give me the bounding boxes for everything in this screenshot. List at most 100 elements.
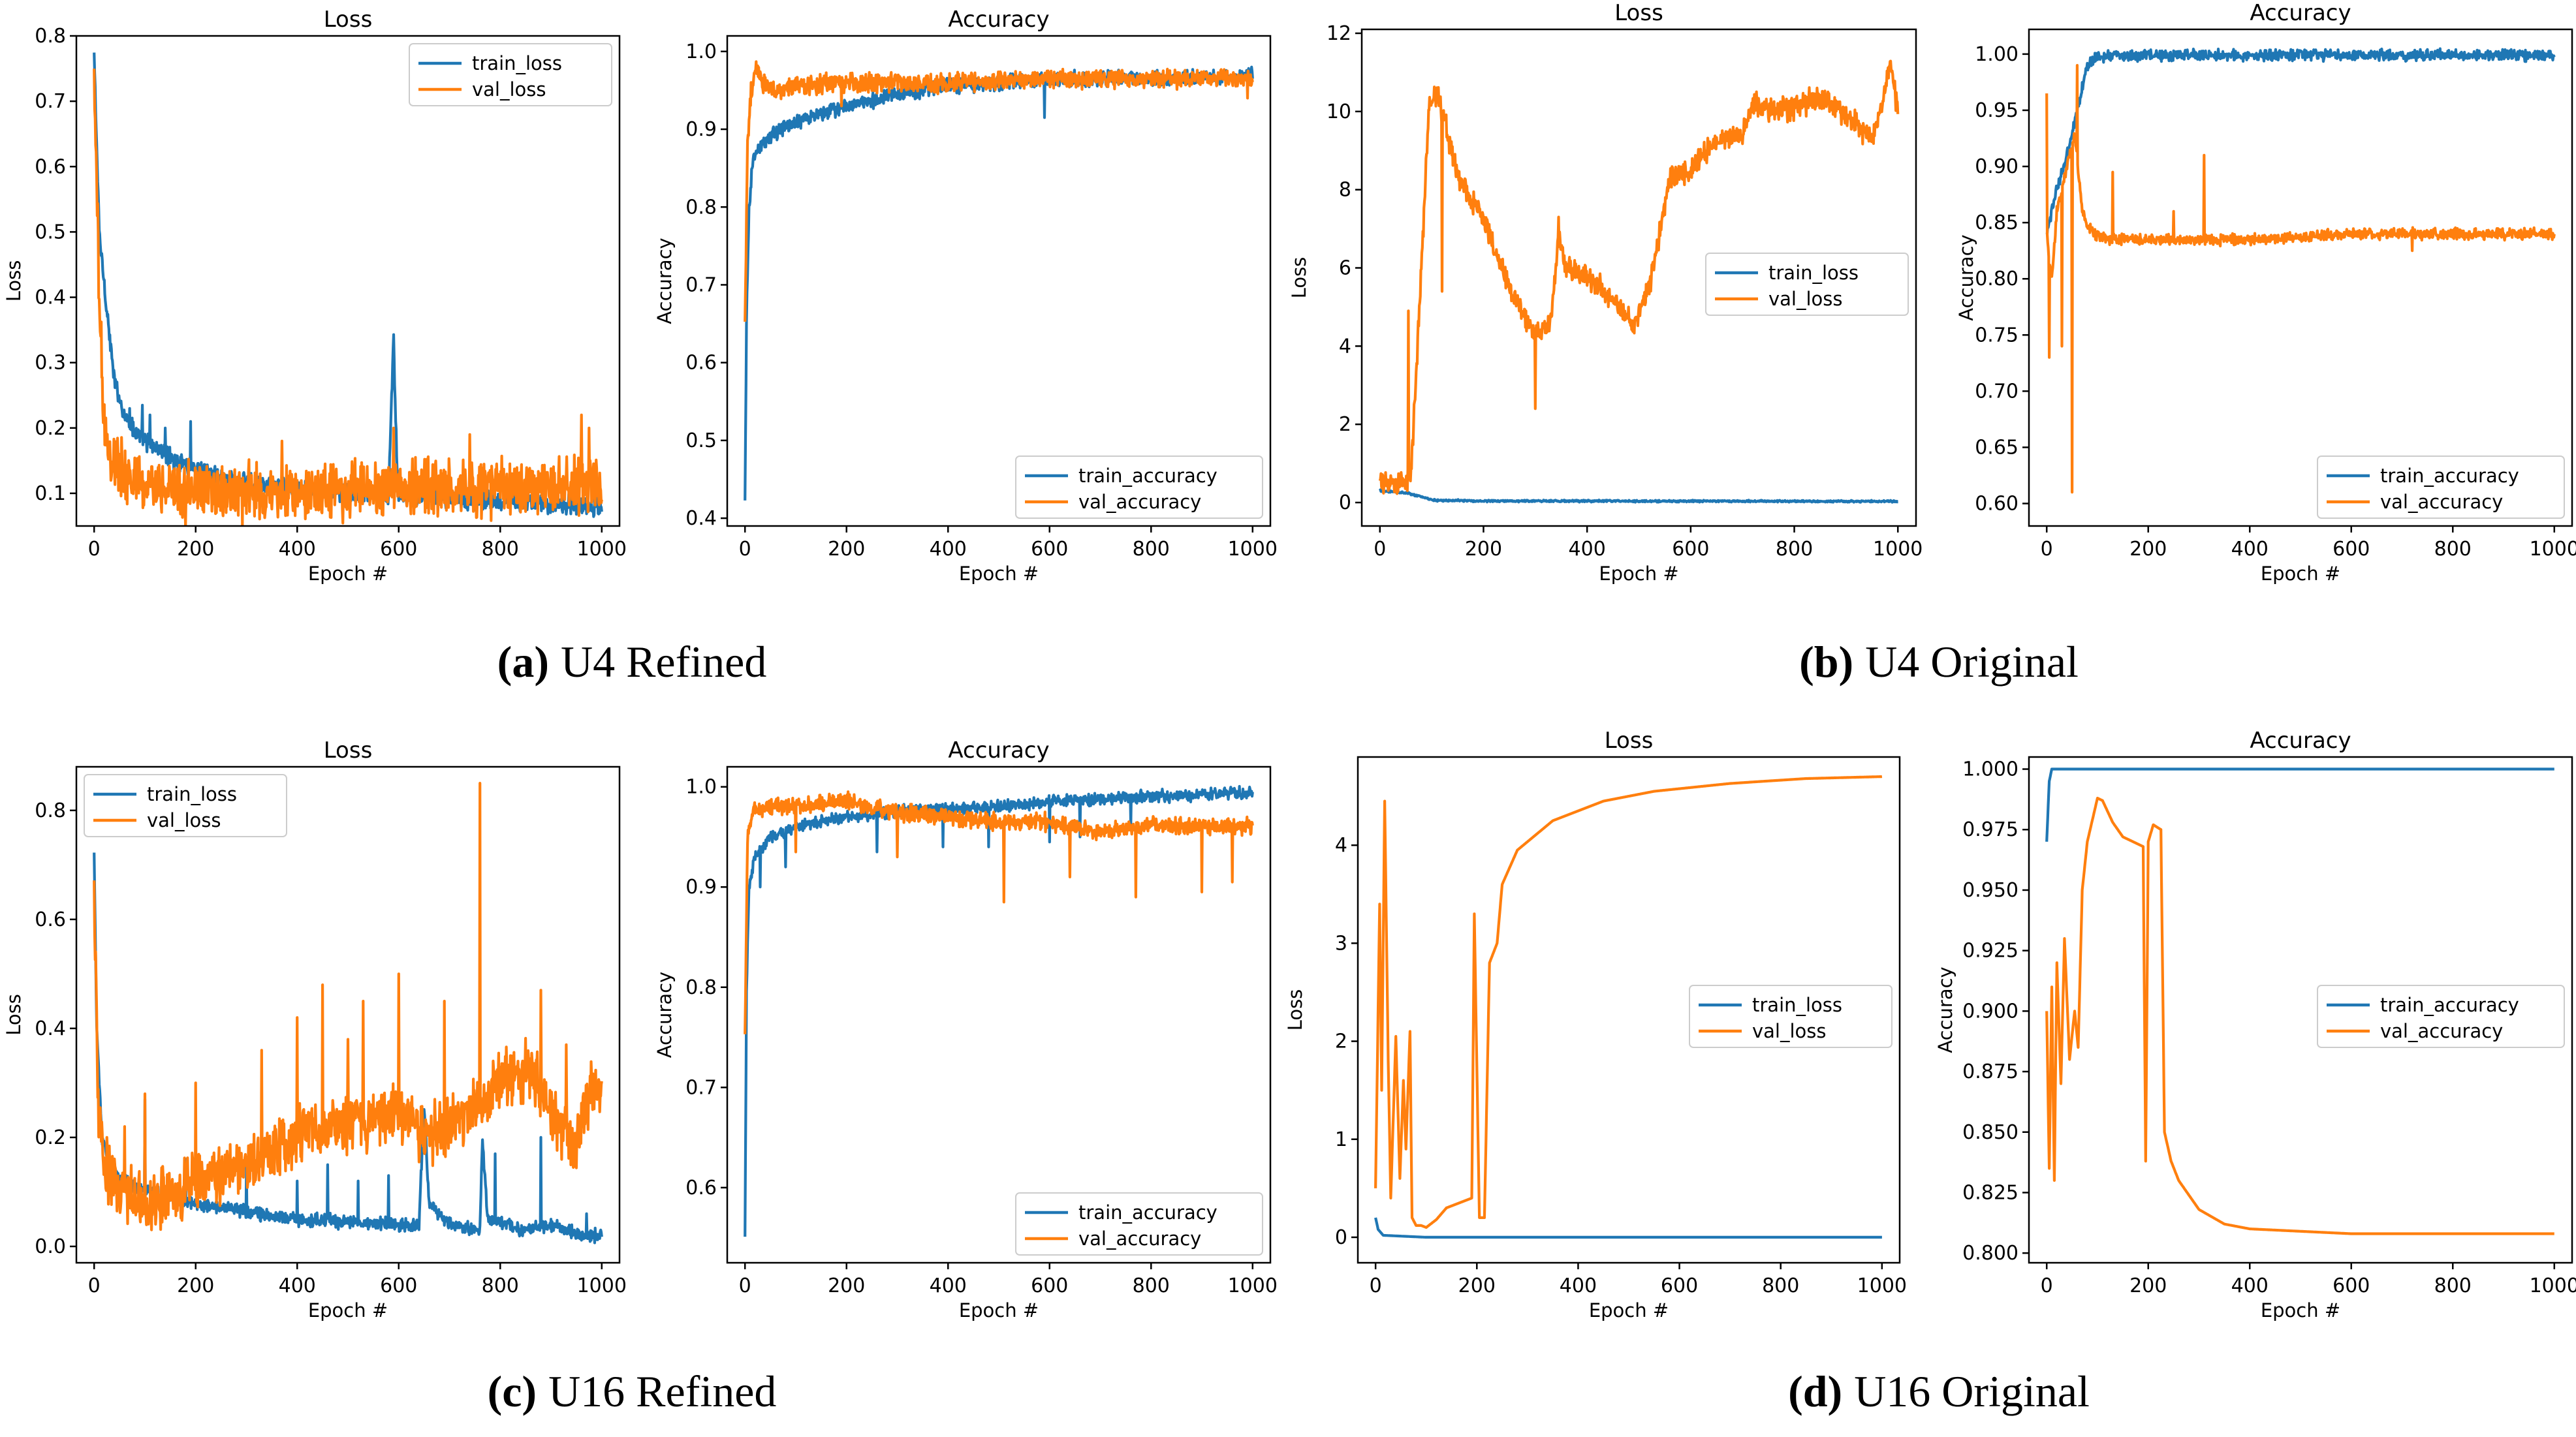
b-loss-legend-label-val-loss: val_loss <box>1768 288 1843 310</box>
b-loss-line-val-loss <box>1378 59 1900 495</box>
b-loss-ytick-label: 2 <box>1339 413 1351 436</box>
a-accuracy-ytick-label: 0.9 <box>685 118 717 141</box>
c-accuracy-xtick-label: 600 <box>1031 1275 1068 1297</box>
a-accuracy-ytick-label: 0.7 <box>685 273 717 296</box>
d-loss-ytick-label: 4 <box>1335 834 1347 857</box>
d-accuracy-ytick-label: 0.800 <box>1962 1242 2018 1265</box>
a-accuracy-ytick-label: 0.5 <box>685 429 717 452</box>
c-loss-xtick-label: 0 <box>88 1275 101 1297</box>
b-accuracy-ytick-label: 0.85 <box>1975 211 2018 234</box>
c-loss-ytick-label: 0.4 <box>35 1017 66 1040</box>
caption-b: (b) U4 Original <box>1799 637 2079 687</box>
c-loss-xtick-label: 200 <box>177 1275 214 1297</box>
c-accuracy-legend-label-val-accuracy: val_accuracy <box>1078 1228 1201 1250</box>
a-loss-ytick-label: 0.4 <box>35 286 66 309</box>
b-loss-ytick-label: 6 <box>1339 257 1351 280</box>
a-loss-ytick-label: 0.7 <box>35 90 66 113</box>
c-accuracy-ylabel: Accuracy <box>653 972 676 1058</box>
b-loss-ytick-label: 12 <box>1327 22 1351 45</box>
b-accuracy-line-val-accuracy <box>2045 64 2556 494</box>
a-accuracy-ylabel: Accuracy <box>653 238 676 324</box>
d-accuracy-ytick-label: 1.000 <box>1962 758 2018 781</box>
a-loss-xtick-label: 600 <box>380 538 417 561</box>
panel-c-accuracy: 0 200 400 600 800 1000 0.6 0.7 0.8 0.9 1.0 Accuracy… <box>653 737 1278 1321</box>
d-accuracy-line-train-accuracy <box>2045 767 2556 842</box>
c-loss-xtick-label: 1000 <box>577 1275 627 1297</box>
a-loss-ytick-label: 0.2 <box>35 417 66 440</box>
c-accuracy-xtick-label: 400 <box>930 1275 967 1297</box>
d-loss-xtick-label: 400 <box>1560 1275 1597 1297</box>
a-loss-xtick-label: 0 <box>88 538 101 561</box>
c-loss-legend-label-val-loss: val_loss <box>147 809 221 831</box>
c-loss-axes-frame <box>75 765 621 1264</box>
a-loss-ytick-label: 0.6 <box>35 155 66 178</box>
d-loss-legend: train_loss val_loss <box>1689 985 1893 1048</box>
a-loss-xtick-label: 1000 <box>577 538 627 561</box>
a-loss-ytick-label: 0.5 <box>35 221 66 243</box>
caption-a-letter: (a) <box>497 637 549 687</box>
b-loss-legend-label-train-loss: train_loss <box>1768 262 1859 284</box>
c-loss-legend-label-train-loss: train_loss <box>147 783 237 805</box>
c-accuracy-axes-frame <box>726 765 1272 1264</box>
c-accuracy-series-group <box>744 784 1254 1237</box>
a-accuracy-ytick-label: 1.0 <box>685 40 717 63</box>
d-accuracy-xtick-label: 800 <box>2434 1275 2472 1297</box>
b-loss-ytick-label: 8 <box>1339 179 1351 202</box>
a-accuracy-ytick-label: 0.8 <box>685 196 717 219</box>
d-loss-ytick-label: 3 <box>1335 932 1347 955</box>
c-loss-xtick-label: 800 <box>482 1275 519 1297</box>
a-loss-xtick-label: 200 <box>177 538 214 561</box>
a-accuracy-legend-box <box>1015 456 1263 519</box>
svg-text:(d)U16 Original: (d) U16 Original <box>1788 1367 2090 1416</box>
a-loss-line-train-loss <box>93 52 603 518</box>
c-loss-series-group <box>93 782 603 1244</box>
b-accuracy-axes-frame <box>2028 28 2573 527</box>
b-accuracy-ytick-label: 0.90 <box>1975 155 2018 178</box>
caption-b-letter: (b) <box>1799 637 1853 687</box>
a-loss-legend-label-val-loss: val_loss <box>472 78 546 100</box>
a-accuracy-xtick-label: 800 <box>1133 538 1170 561</box>
caption-b-text: U4 Original <box>1865 637 2079 687</box>
c-accuracy-ytick-label: 0.9 <box>685 876 717 899</box>
b-loss-xtick-label: 800 <box>1776 538 1813 561</box>
caption-c-letter: (c) <box>488 1367 537 1416</box>
b-loss-legend: train_loss val_loss <box>1705 253 1909 316</box>
d-loss-ytick-label: 2 <box>1335 1030 1347 1053</box>
a-accuracy-xtick-label: 400 <box>930 538 967 561</box>
b-loss-line-train-loss <box>1379 488 1899 504</box>
b-loss-xtick-label: 600 <box>1672 538 1709 561</box>
c-accuracy-xtick-label: 0 <box>739 1275 751 1297</box>
b-accuracy-xtick-label: 800 <box>2434 538 2472 561</box>
b-accuracy-xtick-label: 400 <box>2231 538 2269 561</box>
a-accuracy-axes-frame <box>726 35 1272 527</box>
a-loss-series-group <box>93 52 603 526</box>
c-accuracy-ytick-label: 0.8 <box>685 976 717 999</box>
b-accuracy-xtick-label: 600 <box>2333 538 2370 561</box>
b-accuracy-xlabel: Epoch # <box>2261 563 2340 585</box>
a-accuracy-xtick-label: 1000 <box>1228 538 1278 561</box>
c-accuracy-legend: train_accuracy val_accuracy <box>1015 1192 1263 1256</box>
svg-text:(a)U4 Refined: (a) U4 Refined <box>497 637 767 687</box>
d-loss-xlabel: Epoch # <box>1589 1299 1669 1321</box>
d-loss-title: Loss <box>1605 728 1654 754</box>
c-loss-ytick-label: 0.8 <box>35 799 66 822</box>
c-loss-legend: train_loss val_loss <box>84 774 287 837</box>
b-loss-ytick-label: 10 <box>1327 100 1351 123</box>
d-accuracy-legend: train_accuracy val_accuracy <box>2317 985 2565 1048</box>
b-accuracy-ytick-label: 0.80 <box>1975 268 2018 290</box>
a-accuracy-legend-label-val-accuracy: val_accuracy <box>1078 491 1201 513</box>
b-accuracy-xtick-label: 200 <box>2129 538 2167 561</box>
a-loss-legend-label-train-loss: train_loss <box>472 52 562 74</box>
a-accuracy-title: Accuracy <box>948 7 1049 33</box>
a-loss-axes-frame <box>75 35 621 527</box>
a-accuracy-xtick-label: 200 <box>828 538 865 561</box>
a-accuracy-xtick-label: 0 <box>739 538 751 561</box>
d-accuracy-ytick-label: 0.975 <box>1962 818 2018 841</box>
b-loss-xlabel: Epoch # <box>1599 563 1678 585</box>
a-loss-xtick-label: 800 <box>482 538 519 561</box>
b-loss-xtick-label: 1000 <box>1873 538 1923 561</box>
d-accuracy-xtick-label: 400 <box>2231 1275 2269 1297</box>
a-accuracy-line-train-accuracy <box>744 65 1254 501</box>
c-accuracy-xtick-label: 200 <box>828 1275 865 1297</box>
d-loss-line-train-loss <box>1374 1217 1883 1239</box>
